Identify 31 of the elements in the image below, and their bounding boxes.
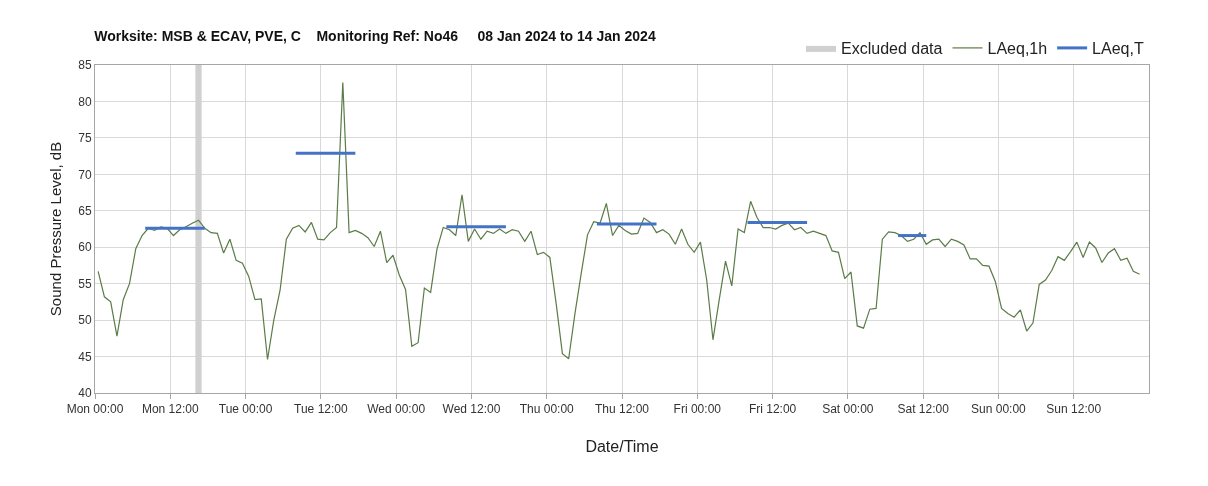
x-tick-label: Sat 12:00 [897,402,950,417]
y-tick-label: 45 [78,349,92,364]
x-tick-label: Sun 00:00 [971,402,1027,417]
x-tick-label: Sun 12:00 [1046,402,1102,417]
y-tick-label: 85 [78,58,92,73]
legend-label: Excluded data [841,40,943,58]
x-tick-label: Tue 12:00 [294,402,348,417]
y-tick-label: 55 [78,276,92,291]
y-axis-title: Sound Pressure Level, dB [47,141,65,317]
x-tick-label: Fri 12:00 [748,402,797,417]
legend-label: LAeq,1h [987,40,1048,58]
x-tick-label: Tue 00:00 [218,402,273,417]
y-tick-label: 80 [78,94,92,109]
y-tick-label: 75 [78,131,92,146]
y-tick-label: 40 [78,386,92,401]
x-tick-label: Sat 00:00 [822,402,874,417]
y-tick-label: 70 [78,167,92,182]
y-tick-label: 50 [78,313,92,328]
y-tick-label: 65 [78,203,92,218]
x-tick-label: Fri 00:00 [673,402,722,417]
chart-title: Worksite: MSB & ECAV, PVE, C Monitoring Ref: No46 08 Jan 2024 to 14 Jan 2024 [94,28,656,45]
x-tick-label: Mon 00:00 [66,402,124,417]
y-tick-label: 60 [78,240,92,255]
x-tick-label: Wed 00:00 [367,402,426,417]
x-tick-label: Thu 00:00 [519,402,575,417]
legend-label: LAeq,T [1092,40,1144,58]
line-series [97,81,1141,361]
x-tick-label: Mon 12:00 [141,402,199,417]
x-tick-label: Wed 12:00 [442,402,501,417]
x-tick-label: Thu 12:00 [594,402,650,417]
x-axis-title: Date/Time [585,438,659,456]
